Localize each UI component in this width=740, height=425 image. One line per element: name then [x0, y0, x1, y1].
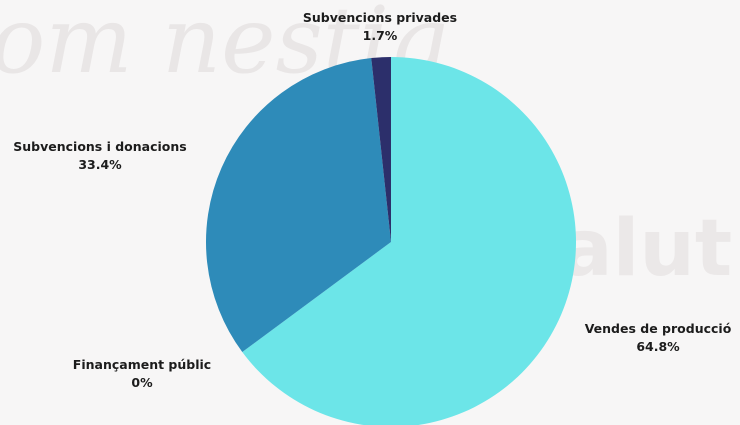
watermark-bold-text: alut [560, 204, 732, 294]
pie-slice-0 [242, 57, 576, 425]
slice-label-value-0: 64.8% [636, 339, 680, 354]
pie-slice-3 [371, 57, 391, 242]
slice-label-value-1: 0% [131, 375, 153, 390]
slice-label-name-3: Subvencions privades [303, 10, 457, 25]
slice-label-value-3: 1.7% [363, 28, 398, 43]
slice-label-name-2: Subvencions i donacions [13, 139, 186, 154]
pie-slice-2 [206, 58, 391, 353]
slice-label-name-0: Vendes de producció [585, 321, 732, 336]
slice-labels: Vendes de producció 64.8% Finançament públ… [13, 10, 731, 390]
slice-label-name-1: Finançament públic [73, 357, 211, 372]
slice-label-value-2: 33.4% [78, 157, 122, 172]
pie-slices [206, 57, 576, 425]
